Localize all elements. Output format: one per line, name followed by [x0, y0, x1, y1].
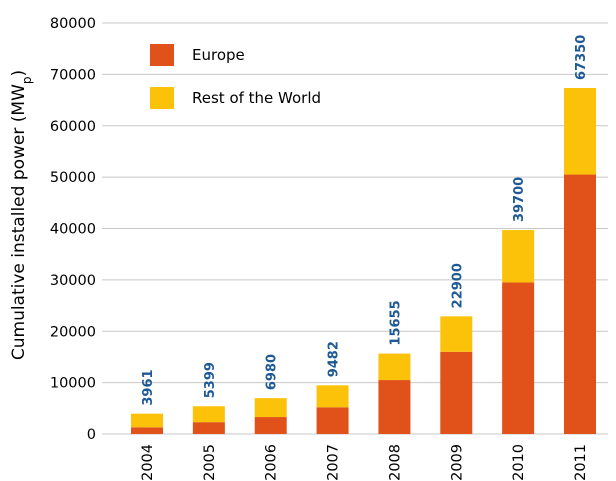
bar-rest-of-world	[316, 385, 349, 408]
y-tick-label: 50000	[50, 170, 96, 186]
x-tick-label: 2006	[264, 444, 280, 481]
total-label: 5399	[203, 362, 218, 398]
bar-rest-of-world	[378, 353, 411, 381]
total-label: 39700	[512, 177, 527, 222]
y-axis-ticks: 0 10000 20000 30000 40000 50000 60000 70000 8000…	[50, 16, 96, 443]
gridlines	[102, 22, 608, 435]
total-label: 22900	[450, 263, 465, 308]
bar-europe	[131, 427, 163, 434]
bar-rest-of-world	[502, 230, 535, 283]
y-tick-label: 0	[87, 427, 96, 443]
legend-label: Rest of the World	[192, 89, 321, 107]
bar-europe	[192, 422, 225, 434]
bar-europe	[254, 417, 287, 434]
x-axis-ticks: 2004 2005 2006 2007 2008 2009 2010 2011	[140, 444, 589, 481]
legend-swatch	[150, 87, 174, 109]
bar-europe	[440, 351, 473, 434]
bar-europe	[564, 174, 596, 434]
total-label: 9482	[327, 341, 342, 377]
bar-rest-of-world	[440, 316, 473, 352]
y-axis-title: Cumulative installed power (MWp)	[9, 70, 34, 360]
y-tick-label: 80000	[50, 16, 96, 32]
x-tick-label: 2011	[573, 444, 589, 481]
legend-label: Europe	[192, 46, 245, 64]
bar-rest-of-world	[131, 413, 163, 428]
y-axis-title-end: )	[9, 70, 29, 77]
y-tick-label: 10000	[50, 376, 96, 392]
legend-swatch	[150, 44, 174, 66]
total-labels: 3961 5399 6980 9482 15655 22900 39700 67350	[141, 35, 589, 406]
y-tick-label: 40000	[50, 222, 96, 238]
legend: Europe Rest of the World	[150, 44, 321, 109]
x-tick-label: 2010	[511, 444, 527, 481]
bar-europe	[378, 380, 411, 434]
bar-rest-of-world	[564, 87, 596, 175]
bar-rest-of-world	[254, 398, 287, 418]
y-axis-title-sub: p	[20, 76, 34, 84]
x-tick-label: 2004	[140, 444, 156, 481]
total-label: 6980	[265, 354, 280, 390]
y-tick-label: 70000	[50, 67, 96, 83]
y-tick-label: 30000	[50, 273, 96, 289]
x-tick-label: 2007	[326, 444, 342, 481]
y-axis-title-main: Cumulative installed power (MW	[9, 84, 29, 360]
y-tick-label: 20000	[50, 324, 96, 340]
bar-europe	[502, 282, 535, 434]
total-label: 3961	[141, 369, 156, 405]
x-tick-label: 2005	[202, 444, 218, 481]
bars	[131, 87, 596, 434]
total-label: 15655	[388, 300, 403, 345]
x-tick-label: 2009	[449, 444, 465, 481]
x-tick-label: 2008	[387, 444, 403, 481]
total-label: 67350	[574, 35, 589, 80]
y-tick-label: 60000	[50, 119, 96, 135]
bar-europe	[316, 407, 349, 434]
bar-rest-of-world	[192, 406, 225, 423]
